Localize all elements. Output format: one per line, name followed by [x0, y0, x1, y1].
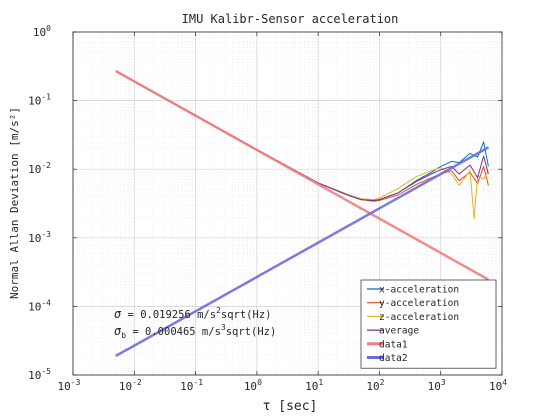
axis-ticks: 10-3 10-2 10-1 100 101 102 103 104 10-5 10-4 10-3 1…: [28, 24, 507, 393]
y-tick-label: 10-2: [28, 161, 51, 176]
x-tick-label: 10-2: [119, 378, 142, 393]
legend-label: data1: [379, 339, 408, 350]
y-axis-label: Normal Allan Deviation [m/s²]: [8, 107, 21, 299]
y-tick-label: 10-1: [28, 93, 51, 108]
sigma-annotation: σ = 0.019256 m/s2sqrt(Hz): [114, 306, 271, 321]
legend-box: [360, 279, 497, 369]
sigma-annotation: σb = 0.000465 m/s3sqrt(Hz): [114, 323, 276, 340]
x-tick-label: 104: [489, 378, 507, 393]
x-tick-label: 10-3: [58, 378, 81, 393]
y-tick-label: 100: [33, 24, 51, 39]
legend-label: data2: [379, 353, 408, 364]
x-tick-label: 101: [305, 378, 323, 393]
x-tick-label: 10-1: [180, 378, 203, 393]
x-axis-label: τ [sec]: [263, 399, 318, 414]
x-tick-label: 100: [244, 378, 262, 393]
plot-area: σ = 0.019256 m/s2sqrt(Hz) σb = 0.000465 m…: [28, 24, 507, 393]
legend-label: y-acceleration: [379, 298, 459, 309]
legend-label: z-acceleration: [379, 312, 459, 323]
y-tick-label: 10-3: [28, 230, 51, 245]
series-lines: [115, 69, 490, 357]
plot-frame: [72, 31, 503, 376]
y-tick-label: 10-4: [28, 298, 51, 313]
legend-label: x-acceleration: [379, 285, 459, 296]
legend-label: average: [379, 326, 419, 337]
annotations: σ = 0.019256 m/s2sqrt(Hz) σb = 0.000465 m…: [114, 306, 276, 340]
legend: x-acceleration y-acceleration z-accelerati…: [360, 279, 497, 369]
x-tick-label: 102: [366, 378, 384, 393]
chart-title: IMU Kalibr-Sensor acceleration: [182, 12, 399, 26]
series-line-data2: [115, 146, 490, 357]
x-tick-label: 103: [428, 378, 446, 393]
y-tick-label: 10-5: [28, 367, 51, 382]
series-line-data1: [115, 69, 490, 281]
